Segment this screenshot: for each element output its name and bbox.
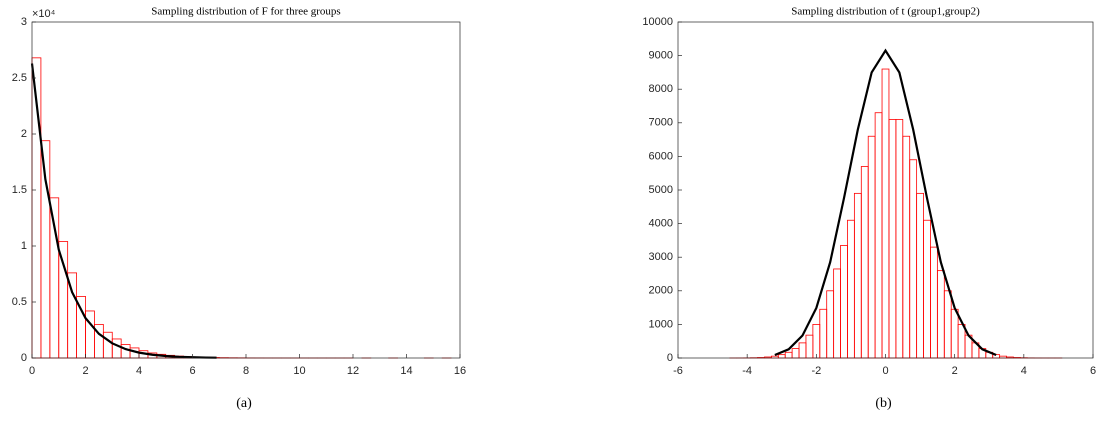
- bar: [58, 241, 69, 359]
- bar: [798, 342, 807, 359]
- y-tick-label: 1.5: [12, 184, 27, 196]
- y-tick-label: 2000: [649, 285, 673, 297]
- bar: [805, 334, 814, 359]
- y-tick-label: 4000: [649, 218, 673, 230]
- x-tick-label: 8: [243, 365, 249, 377]
- bar: [874, 112, 883, 359]
- y-tick-label: 10000: [642, 16, 673, 28]
- bar: [909, 159, 918, 359]
- chart-title: Sampling distribution of F for three gro…: [151, 6, 340, 18]
- x-tick-label: 0: [29, 365, 35, 377]
- x-tick-label: 10: [293, 365, 305, 377]
- y-multiplier: ×10⁴: [32, 8, 56, 20]
- x-tick-label: 14: [400, 365, 412, 377]
- x-tick-label: 6: [1090, 365, 1096, 377]
- y-tick-label: 0: [21, 352, 27, 364]
- bar: [777, 354, 786, 359]
- y-tick-label: 2.5: [12, 72, 27, 84]
- y-tick-label: 3000: [649, 251, 673, 263]
- bar: [102, 331, 113, 359]
- bar: [902, 135, 911, 359]
- bar: [826, 290, 835, 359]
- y-tick-label: 6000: [649, 150, 673, 162]
- density-curve: [30, 63, 217, 359]
- caption: (b): [875, 396, 892, 411]
- y-tick-label: 0: [667, 352, 673, 364]
- bar: [930, 246, 938, 359]
- y-tick-label: 3: [21, 16, 27, 28]
- y-tick-label: 1: [21, 240, 27, 252]
- bar: [895, 119, 904, 359]
- bar: [881, 68, 890, 359]
- bar: [888, 119, 897, 359]
- y-tick-label: 2: [21, 128, 27, 140]
- bar: [923, 219, 931, 359]
- axes-box: [31, 21, 461, 359]
- caption: (a): [236, 396, 252, 411]
- x-tick-label: 2: [952, 365, 958, 377]
- bar: [950, 308, 959, 359]
- axes-box: [677, 21, 1094, 359]
- bar: [784, 351, 793, 359]
- x-tick-label: 2: [82, 365, 88, 377]
- y-tick-label: 0.5: [12, 296, 27, 308]
- bar: [111, 338, 122, 359]
- x-tick-label: -6: [673, 365, 683, 377]
- x-tick-label: -4: [742, 365, 752, 377]
- bar: [819, 308, 828, 359]
- x-tick-label: 6: [189, 365, 195, 377]
- bar: [847, 219, 855, 359]
- x-tick-label: 4: [136, 365, 142, 377]
- bar: [833, 268, 841, 359]
- density-curve: [774, 48, 997, 357]
- bar: [853, 192, 862, 359]
- bar: [791, 348, 800, 359]
- bar: [867, 135, 876, 359]
- bar: [860, 166, 869, 359]
- bar: [957, 323, 966, 359]
- x-tick-label: 0: [882, 365, 888, 377]
- bar: [840, 245, 848, 359]
- bar: [812, 323, 821, 359]
- bar: [916, 192, 924, 359]
- y-tick-label: 5000: [649, 184, 673, 196]
- x-tick-label: 16: [454, 365, 466, 377]
- x-tick-label: 4: [1021, 365, 1027, 377]
- y-tick-label: 9000: [649, 50, 673, 62]
- x-tick-label: 12: [347, 365, 359, 377]
- y-tick-label: 7000: [649, 117, 673, 129]
- bar: [943, 290, 952, 359]
- x-tick-label: -2: [811, 365, 821, 377]
- y-tick-label: 8000: [649, 83, 673, 95]
- y-tick-label: 1000: [649, 318, 673, 330]
- bar: [936, 270, 945, 359]
- chart-title: Sampling distribution of t (group1,group…: [791, 6, 980, 18]
